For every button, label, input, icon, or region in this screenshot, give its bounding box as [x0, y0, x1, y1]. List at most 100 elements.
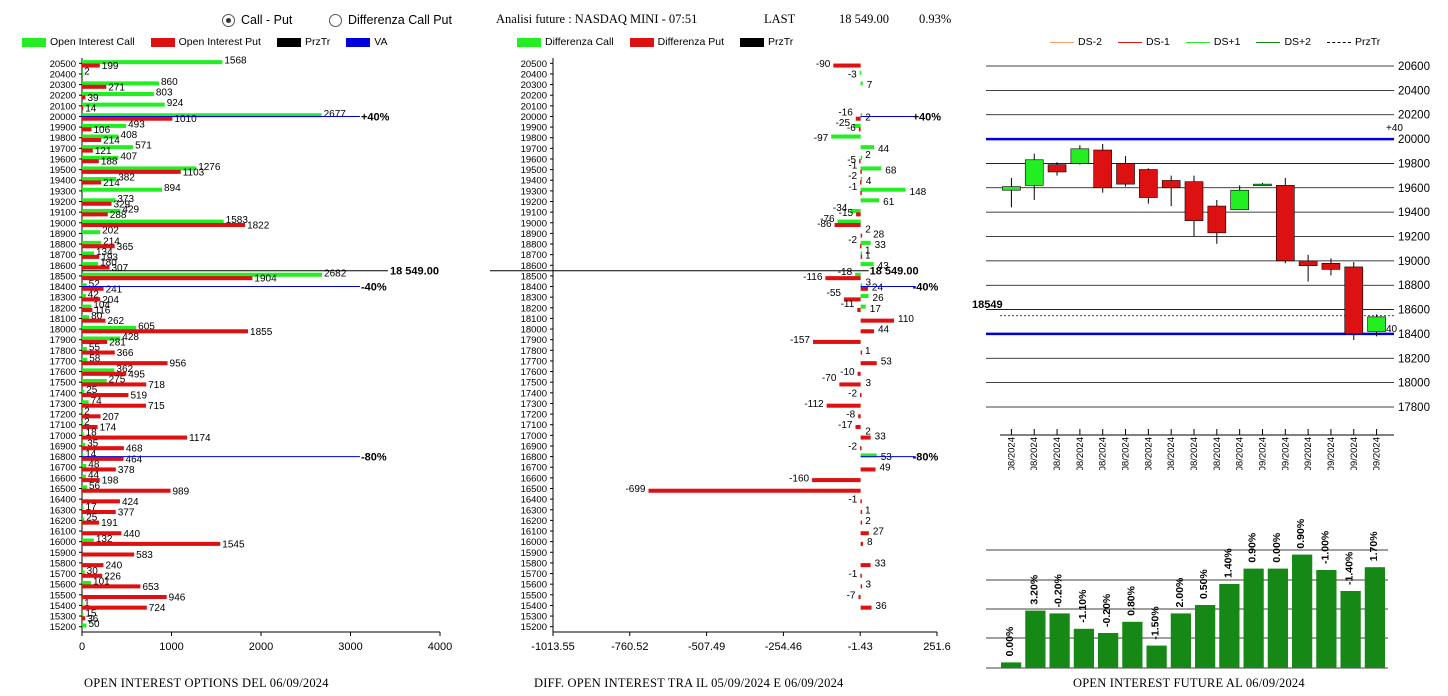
diff-call-bar: [860, 155, 863, 160]
put-bar: [82, 541, 221, 546]
diff-put-bar: [858, 127, 861, 132]
put-value-label: 468: [126, 444, 143, 455]
diff-value-label: 2: [865, 150, 871, 161]
put-bar: [82, 127, 92, 132]
oi-bar: [1364, 567, 1385, 668]
strike-label: 17300: [50, 399, 76, 410]
call-bar: [82, 623, 87, 628]
diff-call-bar: [860, 283, 863, 288]
call-bar: [82, 240, 102, 245]
diff-value-label: 7: [867, 80, 873, 91]
put-value-label: 240: [105, 561, 122, 572]
right-legend: DS-2 DS-1 DS+1 DS+2 PrzTr: [1050, 36, 1396, 48]
strike-label: 17000: [521, 431, 547, 442]
diff-value-label: 61: [883, 197, 895, 208]
diff-call-bar: [860, 293, 869, 299]
diff-call-bar: [853, 123, 861, 128]
put-bar: [82, 106, 84, 111]
strike-label: 15200: [521, 622, 547, 633]
strike-label: 19000: [521, 218, 547, 229]
legend-line: [1185, 41, 1210, 43]
diff-value-label: 148: [910, 187, 927, 198]
put-value-label: 583: [136, 550, 153, 561]
date-label: 26/08/2024: [1143, 437, 1154, 470]
strike-label: 20500: [50, 59, 76, 70]
put-bar: [82, 244, 115, 249]
date-label: 28/08/2024: [1189, 437, 1200, 470]
y-tick-label: 20000: [1398, 134, 1430, 146]
call-value-label: 42: [88, 290, 100, 301]
put-value-label: 281: [109, 337, 126, 348]
strike-label: 17300: [521, 399, 547, 410]
x-tick-label: -254.46: [765, 641, 802, 653]
y-tick-label: 18200: [1398, 353, 1430, 365]
put-value-label: 241: [106, 284, 123, 295]
diff-put-bar: [860, 467, 876, 472]
strike-label: 20200: [521, 91, 547, 102]
strike-label: 20300: [50, 80, 76, 91]
diff-call-bar: [860, 198, 880, 203]
legend-diff-put: Differenza Put: [629, 36, 724, 48]
diff-value-label: 33: [875, 558, 887, 569]
diff-value-label: -2: [848, 171, 857, 182]
strike-label: 19200: [50, 197, 76, 208]
oi-percent-label: 3.20%: [1028, 574, 1040, 604]
legend-ds+2: DS+2: [1256, 36, 1311, 48]
strike-label: 16600: [521, 473, 547, 484]
oi-bar: [1073, 628, 1094, 668]
call-value-label: 1583: [226, 215, 249, 226]
diff-value-label: -5: [847, 155, 856, 166]
call-bar: [82, 155, 119, 160]
call-bar: [82, 432, 84, 437]
put-bar: [82, 350, 115, 355]
oi-bar: [1340, 591, 1361, 668]
radio-differenza-call-put[interactable]: Differenza Call Put: [329, 13, 452, 27]
put-value-label: 1904: [254, 274, 277, 285]
strike-label: 15300: [521, 612, 547, 623]
call-bar: [82, 187, 163, 192]
call-bar: [82, 145, 134, 150]
legend-oi-put: Open Interest Put: [150, 36, 261, 48]
y-tick-label: 20600: [1398, 61, 1430, 73]
radio-call-put[interactable]: Call - Put: [222, 13, 292, 27]
put-bar: [82, 265, 110, 270]
put-bar: [82, 308, 93, 313]
date-label: 19/08/2024: [1029, 437, 1040, 470]
legend-prztr: PrzTr: [740, 36, 793, 48]
diff-value-label: -76: [820, 214, 835, 225]
diff-value-label: -1: [848, 569, 857, 580]
call-bar: [82, 70, 83, 75]
strike-label: 17700: [521, 356, 547, 367]
put-value-label: 377: [118, 508, 135, 519]
strike-label: 18000: [50, 325, 76, 336]
put-value-label: 204: [102, 295, 119, 306]
oi-percent-label: -1.00%: [1319, 530, 1331, 564]
strike-label: 20500: [521, 59, 547, 70]
strike-label: 18300: [50, 293, 76, 304]
put-value-label: 946: [169, 593, 186, 604]
put-value-label: 464: [126, 454, 143, 465]
put-bar: [82, 414, 101, 419]
va-lower-label: 40: [1386, 324, 1398, 335]
diff-put-bar: [859, 159, 861, 164]
diff-put-bar: [860, 361, 877, 366]
diff-put-bar: [860, 318, 895, 323]
call-value-label: 924: [167, 98, 184, 109]
call-bar: [82, 464, 87, 469]
y-tick-label: 18400: [1398, 329, 1430, 341]
diff-value-label: -2: [848, 235, 857, 246]
strike-label: 19400: [521, 176, 547, 187]
strike-label: 19700: [521, 144, 547, 155]
diff-put-bar: [826, 403, 861, 408]
oi-bar: [1049, 613, 1070, 668]
radio-unselected-icon[interactable]: [329, 13, 342, 27]
y-tick-label: 20400: [1398, 85, 1430, 97]
strike-label: 18700: [521, 250, 547, 261]
diff-call-bar: [860, 187, 906, 192]
legend-swatch: [150, 37, 175, 47]
radio-selected-icon[interactable]: [222, 13, 235, 27]
diff-call-bar: [837, 219, 861, 224]
y-tick-label: 19200: [1398, 232, 1430, 244]
diff-call-bar: [860, 251, 863, 256]
call-value-label: 894: [164, 183, 181, 194]
